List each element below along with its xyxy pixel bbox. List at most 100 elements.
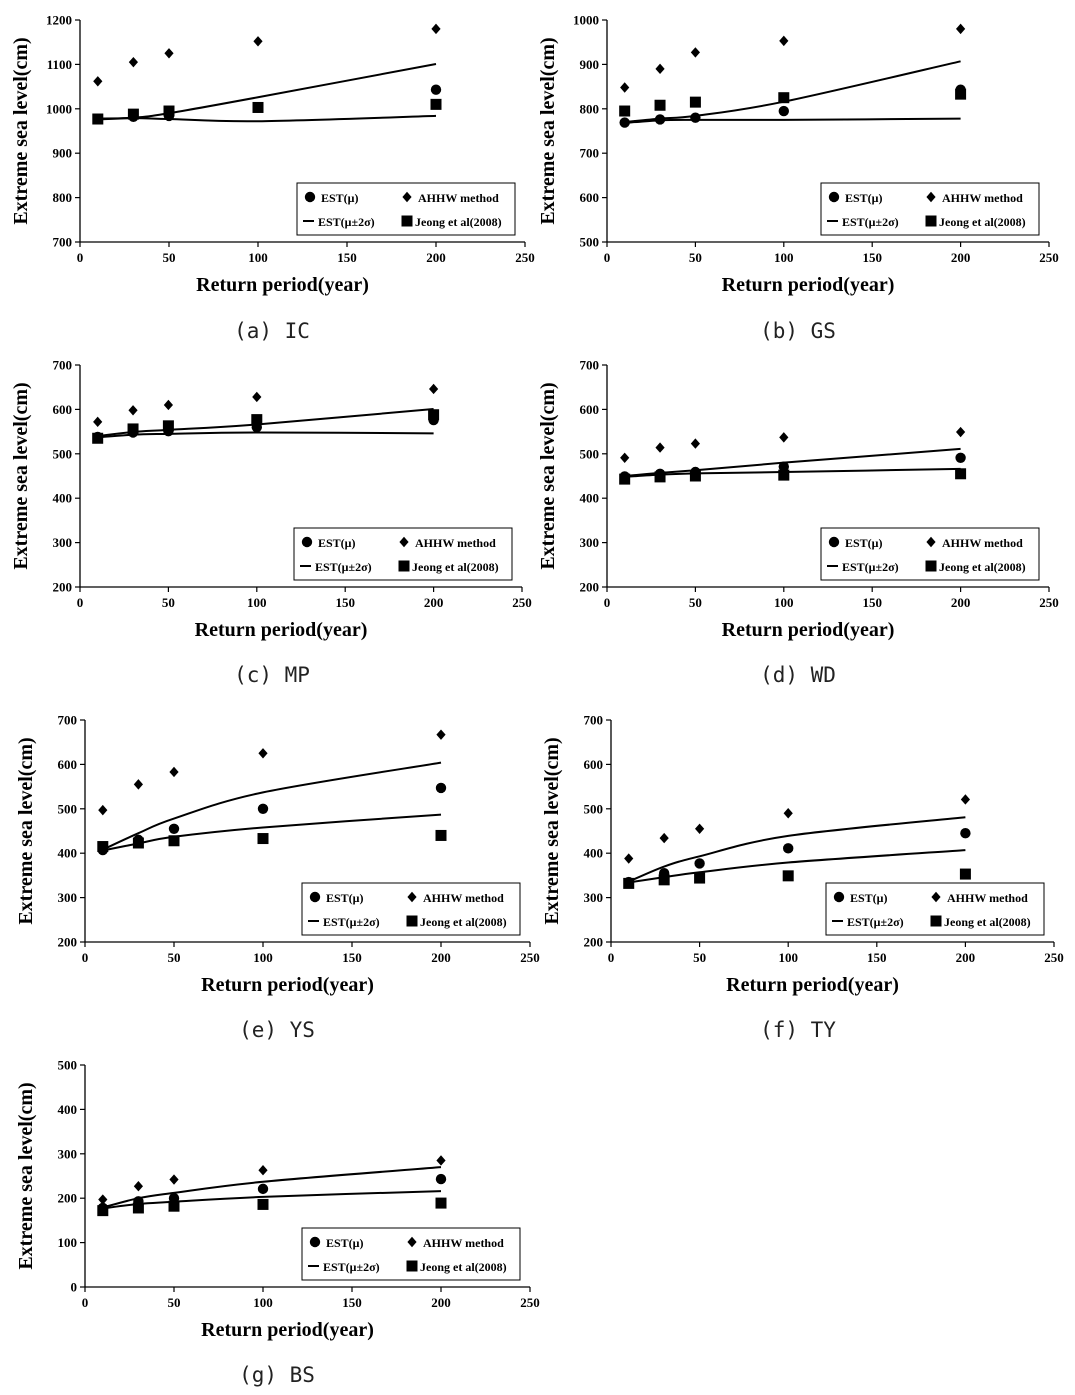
x-tick-label: 0 [77,595,84,610]
ahhw-point [956,23,966,35]
y-tick-label: 200 [584,935,604,950]
legend-diamond-marker [407,1236,417,1248]
jeong-point [658,874,670,886]
est-band-upper-line [102,761,442,851]
legend-label-est-band: EST(μ±2σ) [842,215,899,229]
y-tick-label: 300 [58,1146,78,1161]
est-band-lower-line [97,431,434,439]
x-tick-label: 250 [515,250,535,265]
legend-label-est-band: EST(μ±2σ) [315,560,372,574]
legend-circle-marker [833,891,845,903]
x-tick-label: 0 [604,595,611,610]
legend-label-ahhw: AHHW method [942,536,1023,550]
est-mean-point [435,782,447,794]
x-tick-label: 50 [689,595,702,610]
jeong-point [689,96,701,108]
legend-square-marker [406,915,418,927]
jeong-point [689,470,701,482]
y-tick-label: 300 [580,535,600,550]
legend-label-est-band: EST(μ±2σ) [323,915,380,929]
ahhw-point [128,405,138,416]
panel-caption: (f) TY [760,1018,836,1042]
y-tick-label: 500 [580,235,600,250]
x-tick-label: 200 [424,595,444,610]
jeong-point [252,101,264,113]
y-tick-label: 200 [53,580,73,595]
legend: EST(μ) AHHW method EST(μ±2σ) Jeong et al(20… [301,1227,521,1281]
panel-caption: (d) WD [760,663,836,687]
legend-label-ahhw: AHHW method [423,1236,504,1250]
legend-diamond-marker [402,191,412,203]
legend-square-marker [930,915,942,927]
y-tick-label: 900 [53,146,73,161]
x-tick-label: 0 [604,250,611,265]
legend-circle-marker [828,191,840,203]
legend-diamond-marker [399,536,409,548]
x-axis-title: Return period(year) [722,274,895,296]
jeong-point [127,108,139,120]
legend-label-est-mean: EST(μ) [326,891,363,905]
legend-label-jeong: Jeong et al(2008) [415,215,502,229]
y-tick-label: 400 [584,846,604,861]
legend-diamond-marker [931,891,941,903]
chart-panel-g: 0 100 200 300 400 500 0 50 100 150 200 250 Return pe… [15,1058,540,1388]
legend-label-est-mean: EST(μ) [845,191,882,205]
y-tick-label: 700 [58,713,78,728]
jeong-point [778,92,790,104]
ahhw-point [659,832,669,844]
y-tick-label: 800 [580,101,600,116]
ahhw-point [695,823,705,834]
est-band-upper-line [97,62,437,120]
x-tick-label: 150 [862,595,882,610]
ahhw-point [436,729,446,740]
legend-label-jeong: Jeong et al(2008) [939,215,1026,229]
x-tick-label: 50 [689,250,702,265]
legend-label-jeong: Jeong et al(2008) [420,915,507,929]
panel-caption: (a) IC [234,319,310,343]
legend-square-marker [401,215,413,227]
legend-circle-marker [828,536,840,548]
legend-square-marker [398,560,410,572]
y-tick-label: 1200 [46,13,72,28]
panel-caption: (e) YS [239,1018,315,1042]
jeong-point [257,833,269,845]
ahhw-point [655,442,665,453]
x-tick-label: 150 [342,1295,362,1310]
ahhw-point [163,399,173,411]
x-axis-title: Return period(year) [201,1319,374,1341]
jeong-point [430,98,442,110]
jeong-point [132,1202,144,1214]
x-axis-title: Return period(year) [195,619,368,641]
x-tick-label: 50 [168,950,181,965]
x-tick-label: 250 [1039,250,1059,265]
jeong-point [694,872,706,884]
legend-label-est-mean: EST(μ) [845,536,882,550]
chart-panel-a: 700 800 900 1000 1100 1200 0 50 100 150 200 250 Retu… [10,13,535,344]
jeong-point [435,1197,447,1209]
ahhw-point [169,766,179,778]
legend-label-ahhw: AHHW method [947,891,1028,905]
jeong-point [654,99,666,111]
jeong-point [163,105,175,117]
legend: EST(μ) AHHW method EST(μ±2σ) Jeong et al(20… [820,182,1040,236]
ahhw-point [258,1165,268,1176]
x-tick-label: 200 [951,595,971,610]
y-tick-label: 500 [58,1058,78,1073]
est-mean-point [960,828,971,839]
ahhw-point [436,1155,446,1166]
y-tick-label: 500 [584,801,604,816]
ahhw-point [779,35,789,47]
y-tick-label: 600 [580,190,600,205]
est-mean-point [690,112,701,123]
x-tick-label: 250 [512,595,532,610]
y-tick-label: 600 [53,402,73,417]
chart-panel-c: 200 300 400 500 600 700 0 50 100 150 200 250 Return … [10,358,532,688]
x-axis-title: Return period(year) [726,974,899,996]
legend-label-jeong: Jeong et al(2008) [412,560,499,574]
jeong-point [428,409,440,421]
y-tick-label: 200 [58,935,78,950]
jeong-point [654,471,666,483]
ahhw-point [253,36,263,47]
ahhw-point [93,416,103,428]
